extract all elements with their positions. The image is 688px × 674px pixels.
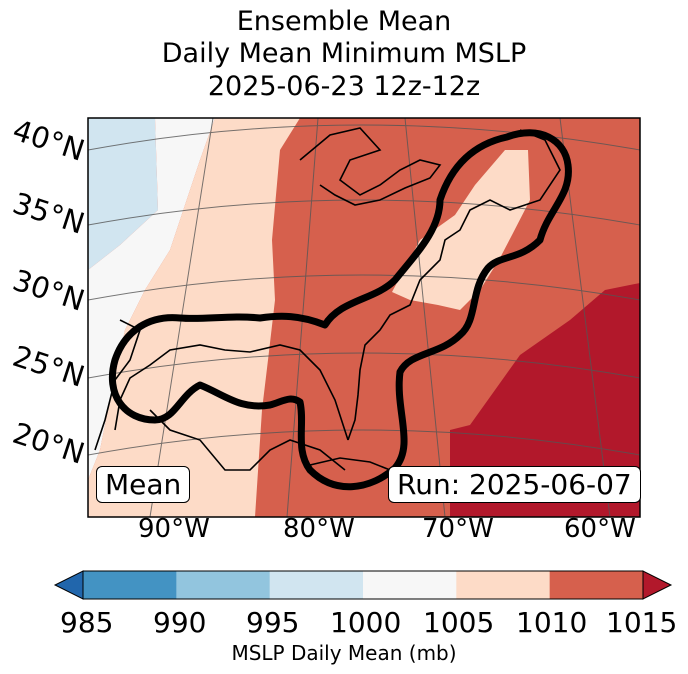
colorbar-label: MSLP Daily Mean (mb) [231,641,457,665]
cbar-tick-1000: 1000 [330,606,402,639]
title-line-3: 2025-06-23 12z-12z [207,71,481,102]
mslp-region-1015-southeast [450,283,640,517]
map-frame [87,117,641,518]
title-line-2: Daily Mean Minimum MSLP [161,38,527,69]
colorbar-segment [456,571,551,599]
mslp-region-1000-white [88,118,215,480]
gridline-25n [88,352,640,379]
colorbar-segment [176,571,271,599]
title-line-1: Ensemble Mean [236,6,452,37]
colorbar-segment [269,571,364,599]
mslp-region-1000-light-blue [88,118,158,270]
gridline-20n [88,429,640,456]
cbar-tick-995: 995 [246,606,300,639]
cbar-tick-990: 990 [153,606,207,639]
cbar-tick-1005: 1005 [423,606,495,639]
colorbar [53,570,673,600]
cbar-tick-985: 985 [60,606,114,639]
colorbar-segment [83,571,177,599]
lon-label-80w: 80°W [283,514,355,544]
colorbar-extend-high [642,570,673,600]
colorbar-segment [363,571,457,599]
cbar-tick-1015: 1015 [606,606,678,639]
colorbar-frame [82,570,644,600]
cbar-tick-1010: 1010 [516,606,588,639]
colorbar-segment [549,571,644,599]
mean-label-box: Mean [96,466,191,503]
gridline-35n [88,199,640,226]
colorbar-extend-low [53,570,84,600]
yucatan-coast [149,409,346,471]
coastlines [94,127,561,473]
mslp-region-1005-northeast [392,150,530,310]
gridline-30n [88,274,640,301]
lon-label-90w: 90°W [138,514,210,544]
lon-label-60w: 60°W [564,514,636,544]
florida-coast [114,344,349,441]
mslp-contour-outline [108,129,572,491]
run-date-box: Run: 2025-06-07 [388,466,641,503]
atlantic-coast [347,129,561,441]
great-lakes-coast [299,127,442,206]
cuba-coast [309,457,396,473]
lon-label-70w: 70°W [422,514,494,544]
